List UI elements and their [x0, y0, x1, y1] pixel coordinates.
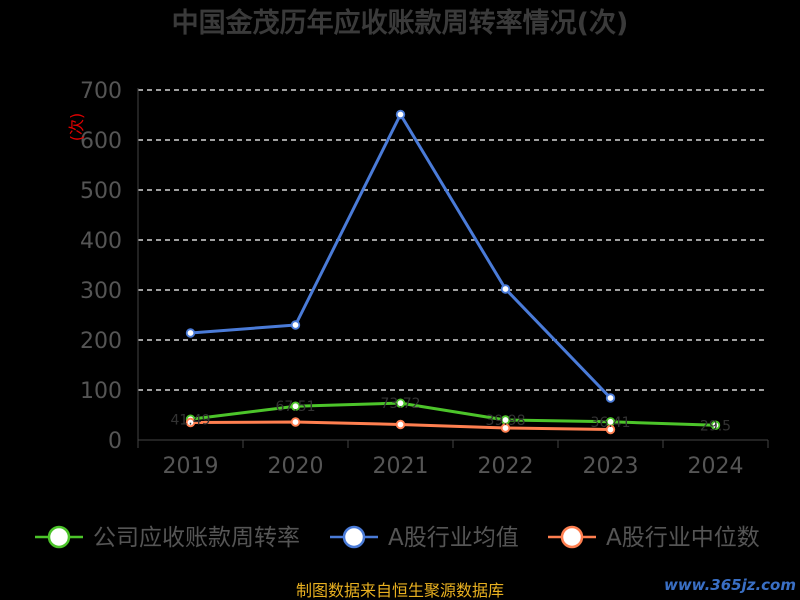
data-point-2-2020	[290, 417, 301, 427]
data-label-2023: 36.41	[590, 415, 630, 431]
y-tick-label-300: 300	[80, 279, 122, 304]
y-axis: 0 100 200 300 400 500 600 700	[80, 79, 139, 454]
data-point-1-2022	[500, 284, 511, 294]
data-point-1-2020	[290, 320, 301, 330]
data-point-0-2024	[710, 420, 721, 430]
data-point-0-2020	[290, 401, 301, 411]
y-axis-label: (次)	[67, 113, 86, 142]
y-tick-label-400: 400	[80, 229, 122, 254]
data-point-1-2019	[185, 328, 196, 338]
x-tick-label-2019: 2019	[163, 454, 219, 479]
x-axis: 2019 2020 2021 2022 2023 2024	[137, 439, 769, 479]
data-point-2-2019	[185, 417, 196, 428]
legend-label: A股行业均值	[388, 525, 519, 551]
y-tick-label-500: 500	[80, 179, 122, 204]
data-label-2020: 67.51	[275, 399, 315, 415]
data-point-2-2023	[605, 424, 616, 435]
series-layer: 41.49 67.51 73.72 39.98 36.41 29.5	[170, 109, 731, 435]
data-point-1-2021	[395, 109, 406, 120]
legend: 公司应收账款周转率 A股行业均值 A股行业中位数	[35, 525, 760, 551]
data-label-2019: 41.49	[170, 412, 210, 428]
chart-title: 中国金茂历年应收账款周转率情况(次)	[172, 7, 629, 39]
y-tick-label-100: 100	[80, 379, 122, 404]
legend-item-2: A股行业中位数	[548, 525, 760, 551]
x-tick-label-2021: 2021	[373, 454, 429, 479]
x-tick-label-2022: 2022	[478, 454, 534, 479]
legend-marker	[47, 525, 71, 549]
data-point-2-2021	[395, 419, 406, 430]
legend-marker	[560, 525, 584, 549]
y-tick-label-0: 0	[108, 429, 122, 454]
data-point-2-2022	[500, 423, 511, 433]
legend-marker	[342, 525, 366, 549]
legend-label: A股行业中位数	[606, 525, 760, 551]
legend-item-0: 公司应收账款周转率	[35, 525, 300, 551]
x-tick-label-2023: 2023	[583, 454, 639, 479]
data-source-note: 制图数据来自恒生聚源数据库	[296, 581, 504, 600]
y-tick-label-600: 600	[80, 129, 122, 154]
watermark: www.365jz.com	[664, 576, 796, 594]
series-line-0	[190, 401, 716, 427]
data-label-2021: 73.72	[380, 396, 420, 412]
legend-label: 公司应收账款周转率	[93, 525, 300, 551]
data-point-0-2021	[395, 398, 406, 408]
legend-item-1: A股行业均值	[330, 525, 519, 551]
x-tick-label-2024: 2024	[688, 454, 744, 479]
x-tick-label-2020: 2020	[268, 454, 324, 479]
grid-lines	[138, 89, 768, 391]
series-line-1	[190, 113, 612, 400]
data-label-2024: 29.5	[700, 418, 731, 434]
data-point-1-2023	[605, 393, 616, 403]
y-tick-label-200: 200	[80, 329, 122, 354]
y-tick-label-700: 700	[80, 79, 122, 104]
data-label-2022: 39.98	[485, 413, 525, 429]
